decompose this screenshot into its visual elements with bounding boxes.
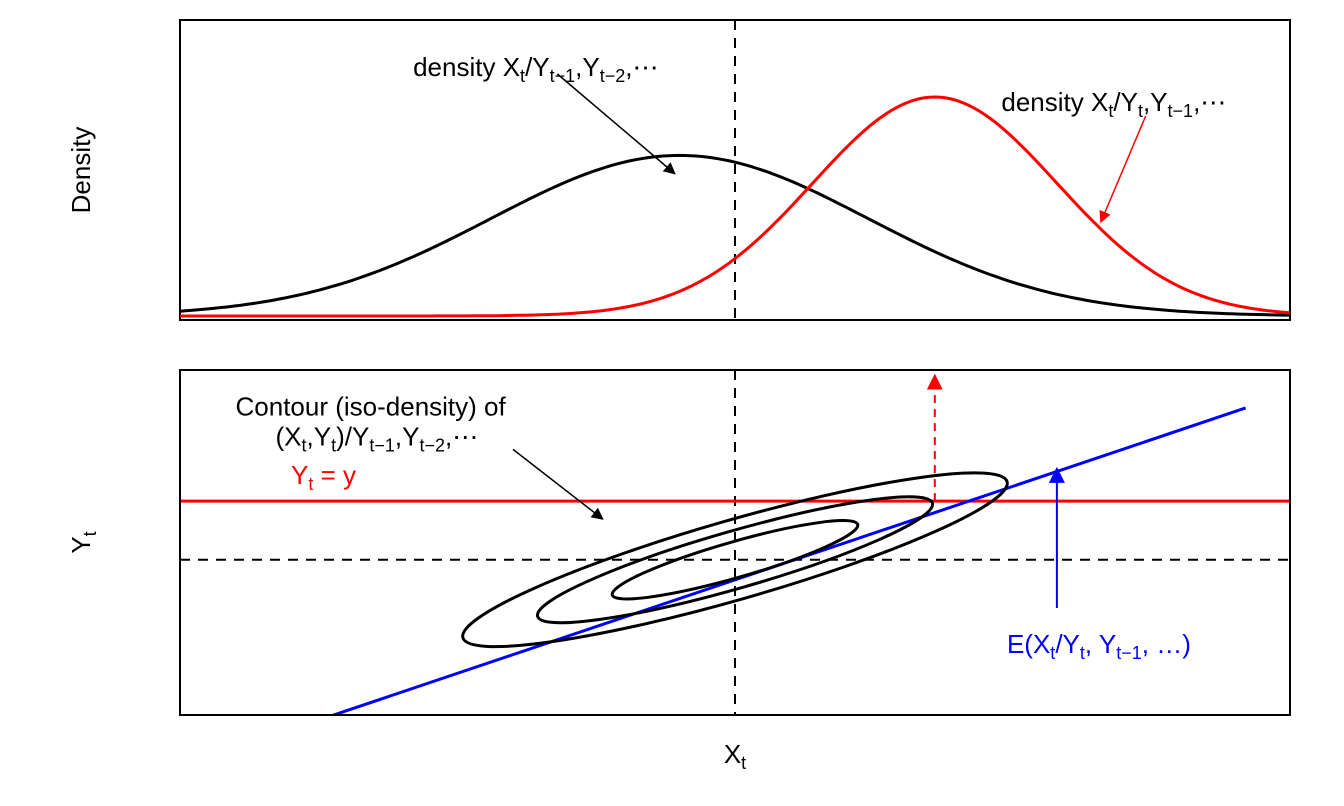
label-conditional-expectation: E(Xt/Yt, Yt−1, …) bbox=[1007, 629, 1191, 663]
bottom-ylabel: Yt bbox=[66, 531, 100, 553]
arrow-contour-label bbox=[513, 449, 602, 518]
label-density-prior: density Xt/Yt−1,Yt−2,⋯ bbox=[413, 52, 658, 86]
label-yt-equals-y: Yt = y bbox=[291, 460, 356, 494]
top-ylabel: Density bbox=[66, 127, 96, 214]
arrow-density-prior bbox=[557, 74, 674, 173]
arrow-density-posterior bbox=[1101, 116, 1145, 221]
label-contour-line2: (Xt,Yt)/Yt−1,Yt−2,⋯ bbox=[276, 422, 479, 456]
label-density-posterior: density Xt/Yt,Yt−1,⋯ bbox=[1001, 87, 1226, 121]
label-contour-line1: Contour (iso-density) of bbox=[236, 392, 507, 422]
bottom-xlabel: Xt bbox=[724, 739, 746, 773]
